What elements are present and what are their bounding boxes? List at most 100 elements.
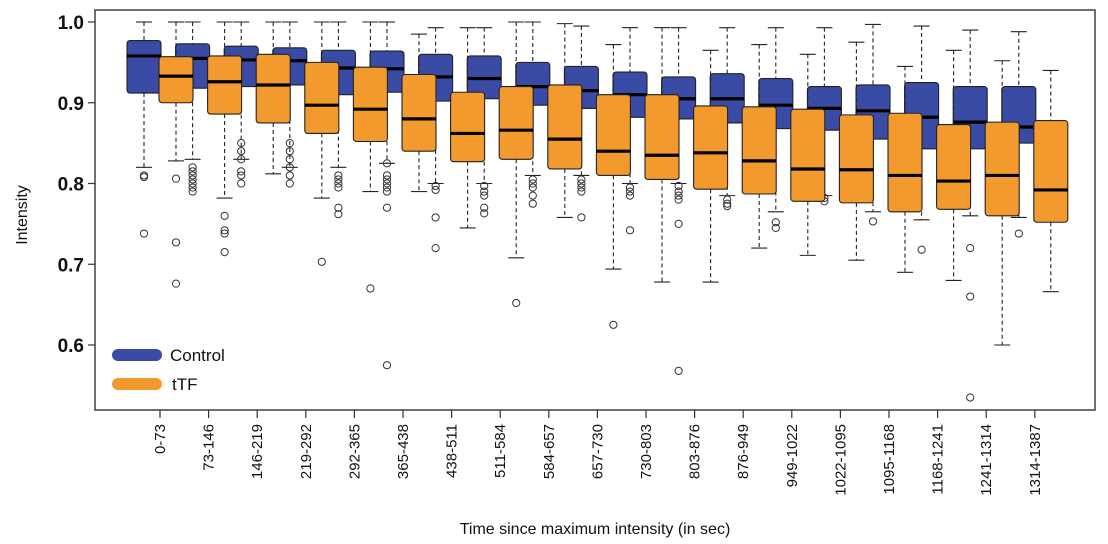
outlier-point <box>285 155 294 164</box>
outlier-point <box>220 226 229 235</box>
x-tick-label: 0-73 <box>152 424 169 454</box>
box-ttf <box>498 21 534 308</box>
outlier-point <box>171 279 181 288</box>
box-ttf <box>255 21 291 175</box>
outlier-point <box>188 163 197 172</box>
x-tick-label: 438-511 <box>444 424 461 478</box>
box-body <box>547 84 583 170</box>
legend-label-control: Control <box>170 346 225 365</box>
outlier-point <box>868 217 878 226</box>
box-body <box>790 108 826 202</box>
box-body <box>644 94 680 181</box>
box-ttf <box>790 53 826 256</box>
x-tick-label: 657-730 <box>589 424 606 479</box>
x-tick-label: 1095-1168 <box>881 424 898 495</box>
outlier-point <box>966 244 975 253</box>
boxes-layer <box>126 21 1069 402</box>
box-control <box>466 27 502 218</box>
outlier-point <box>723 195 732 204</box>
x-tick-label: 292-365 <box>346 424 363 479</box>
box-ttf <box>984 60 1020 346</box>
y-tick-label: 0.8 <box>58 175 84 196</box>
outlier-point <box>609 320 618 329</box>
box-ttf <box>207 21 243 257</box>
outlier-point <box>334 179 343 188</box>
box-ttf <box>547 23 583 218</box>
outlier-point <box>431 181 440 191</box>
outlier-point <box>334 183 343 192</box>
outlier-point <box>139 172 149 182</box>
box-control <box>126 21 162 238</box>
outlier-point <box>577 187 586 196</box>
box-body <box>401 73 437 152</box>
x-tick-label: 1022-1095 <box>832 424 849 496</box>
outlier-point <box>171 238 181 247</box>
outlier-point <box>382 171 392 180</box>
box-ttf <box>595 44 631 329</box>
box-ttf <box>352 21 388 293</box>
outlier-point <box>285 139 294 148</box>
outlier-point <box>382 159 392 168</box>
x-tick-label: 1168-1241 <box>930 424 947 495</box>
outlier-point <box>577 175 586 184</box>
box-body <box>450 91 486 163</box>
x-tick-label: 1314-1387 <box>1027 424 1044 496</box>
outlier-point <box>512 298 521 308</box>
outlier-point <box>577 183 586 192</box>
outlier-point <box>139 171 149 180</box>
outlier-point <box>334 171 343 180</box>
outlier-point <box>674 366 683 375</box>
box-ttf <box>450 27 486 229</box>
outlier-point <box>334 203 343 212</box>
outlier-point <box>382 203 392 212</box>
box-body <box>1033 119 1069 223</box>
outlier-point <box>188 179 197 188</box>
outlier-point <box>382 183 392 192</box>
outlier-point <box>334 210 343 219</box>
outlier-point <box>139 229 149 238</box>
y-tick-label: 1.0 <box>58 13 84 34</box>
outlier-point <box>220 248 229 257</box>
outlier-point <box>188 171 197 180</box>
outlier-point <box>674 181 683 191</box>
outlier-point <box>382 175 392 184</box>
outlier-point <box>188 183 197 192</box>
outlier-point <box>480 191 489 200</box>
box-control <box>952 29 988 402</box>
outlier-point <box>966 393 975 402</box>
y-tick-label: 0.7 <box>58 255 84 276</box>
outlier-point <box>528 183 537 192</box>
outlier-point <box>480 187 489 196</box>
outlier-point <box>317 257 326 266</box>
outlier-point <box>771 223 780 233</box>
x-tick-label: 219-292 <box>298 424 315 479</box>
outlier-point <box>674 187 683 196</box>
outlier-point <box>382 187 392 196</box>
outlier-point <box>431 185 440 195</box>
outlier-point <box>237 171 246 180</box>
box-body <box>126 40 162 94</box>
outlier-point <box>1014 229 1023 238</box>
outlier-point <box>237 179 246 188</box>
plot-frame <box>94 9 1096 411</box>
outlier-point <box>382 179 392 188</box>
outlier-point <box>674 219 683 228</box>
outlier-point <box>237 167 246 176</box>
box-body <box>207 55 243 115</box>
x-tick-label: 511-584 <box>492 424 509 478</box>
outlier-point <box>577 179 586 188</box>
box-ttf <box>158 21 194 288</box>
outlier-point <box>171 174 181 183</box>
box-body <box>741 106 777 195</box>
outlier-point <box>480 203 489 212</box>
box-ttf <box>1033 69 1069 293</box>
outlier-point <box>188 167 197 176</box>
outlier-point <box>625 187 635 196</box>
outlier-point <box>771 218 780 227</box>
outlier-point <box>528 199 537 208</box>
outlier-point <box>285 179 294 188</box>
outlier-point <box>480 181 489 191</box>
outlier-point <box>220 229 229 238</box>
outlier-point <box>917 245 926 254</box>
box-body <box>693 105 729 190</box>
